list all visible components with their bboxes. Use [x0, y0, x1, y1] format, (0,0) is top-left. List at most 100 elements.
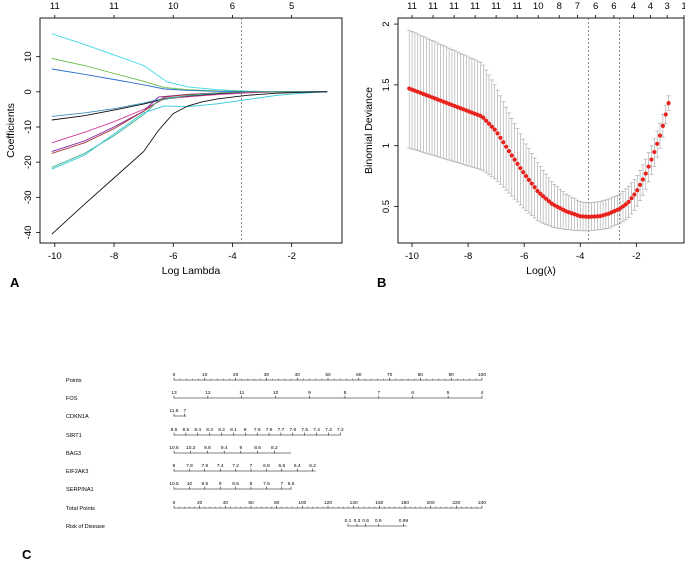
nomogram-tick-label: 0.3: [354, 518, 361, 524]
coefficient-path-cyan-top: [51, 33, 328, 93]
nomogram-tick-label: 7.6: [289, 427, 296, 433]
cv-mean-deviance-point: [643, 171, 648, 176]
panel-a-y-axis-title: Coefficients: [5, 103, 17, 158]
nomogram-tick-label: 40: [295, 372, 301, 378]
nomogram-tick-label: 220: [452, 500, 460, 506]
nomogram-tick-label: 12: [205, 390, 211, 396]
nomogram-tick-label: 120: [324, 500, 332, 506]
nomogram-tick-label: 7.5: [301, 427, 308, 433]
nomogram-tick-label: 8: [250, 481, 253, 487]
nomogram-tick-label: 7.7: [278, 427, 285, 433]
panel-b-top-tick-label: 3: [665, 1, 670, 12]
cv-mean-deviance-point: [532, 185, 537, 190]
nomogram-row-label: CDKN1A: [66, 414, 89, 420]
nomogram-tick-label: 7.8: [186, 463, 193, 469]
nomogram-tick-label: 7: [183, 408, 186, 414]
panel-a-x-tick-label: -2: [287, 251, 295, 262]
coefficient-path-blue: [51, 68, 328, 93]
panel-b-y-tick-label: 1.5: [381, 78, 392, 91]
panel-a-y-tick-label: 0: [23, 89, 34, 94]
cv-mean-deviance-point: [506, 149, 512, 154]
cv-mean-deviance-point: [646, 164, 651, 169]
nomogram-tick-label: 60: [356, 372, 362, 378]
nomogram-tick-label: 5: [447, 390, 450, 396]
nomogram-tick-label: 6.5: [288, 481, 295, 487]
panel-a-x-tick-label: -8: [110, 251, 118, 262]
cv-mean-deviance-point: [635, 188, 640, 193]
panel-a-y-tick-label: -20: [23, 155, 34, 169]
nomogram-tick-label: 200: [427, 500, 435, 506]
panel-letter-a: A: [10, 275, 20, 290]
cv-mean-deviance-point: [543, 196, 549, 201]
nomogram-tick-label: 8.4: [194, 427, 201, 433]
nomogram-tick-label: 8: [173, 463, 176, 469]
nomogram-tick-label: 7.4: [313, 427, 320, 433]
nomogram-tick-label: 240: [478, 500, 486, 506]
nomogram-tick-label: 7.6: [201, 463, 208, 469]
cv-mean-deviance-point: [509, 153, 514, 158]
coefficient-path-purple: [51, 91, 328, 153]
panel-b-top-tick-label: 10: [533, 1, 544, 12]
panel-b-top-tick-label: 11: [470, 1, 480, 12]
panel-a-y-tick-label: -30: [23, 190, 34, 204]
nomogram-tick-label: 90: [449, 372, 455, 378]
nomogram-tick-label: 7.5: [263, 481, 270, 487]
cv-mean-deviance-point: [495, 131, 500, 136]
panel-b-top-tick-label: 4: [631, 1, 636, 12]
nomogram-row-label: SIRT1: [66, 433, 82, 439]
nomogram-row-label: EIF2AK3: [66, 469, 88, 475]
panel-a-x-axis-title: Log Lambda: [162, 265, 221, 277]
nomogram-tick-label: 80: [418, 372, 424, 378]
panel-b-x-tick-label: -6: [520, 251, 528, 262]
panel-a-top-tick-label: 11: [50, 1, 60, 12]
nomogram-tick-label: 140: [350, 500, 358, 506]
nomogram-tick-label: 7.2: [337, 427, 344, 433]
nomogram-tick-label: 7.4: [217, 463, 224, 469]
cv-mean-deviance-point: [529, 181, 534, 186]
cv-mean-deviance-point: [501, 140, 506, 145]
nomogram-tick-label: 20: [197, 500, 203, 506]
nomogram-tick-label: 9.8: [204, 445, 211, 451]
nomogram-tick-label: 20: [233, 372, 239, 378]
nomogram-tick-label: 0.9: [375, 518, 382, 524]
nomogram-tick-label: 7.9: [254, 427, 261, 433]
cv-mean-deviance-point: [626, 199, 631, 204]
nomogram-tick-label: 11: [239, 390, 244, 396]
nomogram-tick-label: 60: [248, 500, 254, 506]
cv-mean-deviance-point: [666, 101, 671, 106]
cv-mean-deviance-point: [652, 149, 657, 155]
panel-b-top-tick-label: 11: [491, 1, 501, 12]
nomogram-tick-label: 80: [274, 500, 280, 506]
nomogram-tick-label: 10.6: [169, 445, 179, 451]
panel-a-top-tick-label: 10: [168, 1, 179, 12]
nomogram-tick-label: 8.2: [271, 445, 278, 451]
cv-mean-deviance-point: [632, 192, 637, 197]
nomogram-tick-label: 8.5: [183, 427, 190, 433]
nomogram-tick-label: 9: [240, 445, 243, 451]
cv-mean-deviance-point: [629, 196, 634, 201]
panel-a-x-tick-label: -6: [169, 251, 177, 262]
nomogram-tick-label: 0.1: [345, 518, 352, 524]
coefficient-path-black-bottom: [51, 91, 328, 235]
panel-b-top-tick-label: 4: [648, 1, 653, 12]
nomogram-tick-label: 7.2: [232, 463, 239, 469]
cv-mean-deviance-point: [498, 135, 503, 140]
panel-b-top-tick-label: 6: [611, 1, 616, 12]
panel-a-top-tick-label: 11: [109, 1, 119, 12]
nomogram-tick-label: 8.5: [232, 481, 239, 487]
cv-mean-deviance-point: [663, 112, 668, 117]
nomogram-tick-label: 6.8: [263, 463, 270, 469]
coefficient-path-cyan-lower: [51, 91, 328, 170]
cv-mean-deviance-point: [623, 202, 628, 207]
panel-b-top-tick-label: 11: [407, 1, 417, 12]
nomogram-tick-label: 13: [171, 390, 177, 396]
panel-b-x-tick-label: -2: [632, 251, 640, 262]
nomogram-tick-label: 6.6: [278, 463, 285, 469]
cv-mean-deviance-point: [526, 177, 532, 182]
nomogram-tick-label: 8: [344, 390, 347, 396]
cv-mean-deviance-point: [657, 133, 663, 138]
cv-mean-deviance-point: [538, 191, 543, 196]
nomogram-tick-label: 100: [298, 500, 306, 506]
nomogram-tick-label: 7.3: [325, 427, 332, 433]
